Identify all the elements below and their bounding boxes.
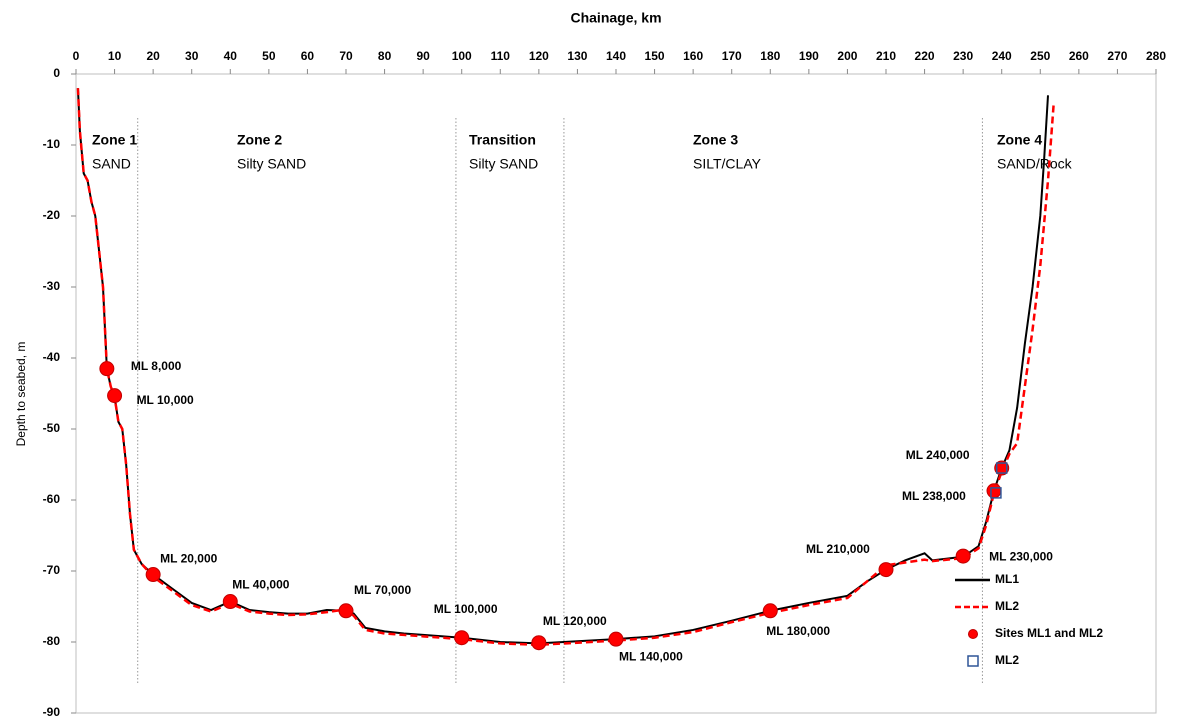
site-label: ML 140,000 (619, 649, 683, 663)
zone-material: SAND/Rock (997, 156, 1073, 172)
x-tick-label: 100 (452, 49, 472, 63)
x-tick-label: 160 (683, 49, 703, 63)
y-tick-label: -70 (43, 563, 61, 577)
x-tick-label: 140 (606, 49, 626, 63)
zone-material: SILT/CLAY (693, 156, 762, 172)
site-marker (338, 603, 354, 619)
zone-name: Zone 3 (693, 132, 738, 148)
site-marker (878, 562, 894, 578)
site-marker (531, 635, 547, 651)
x-tick-label: 110 (491, 49, 511, 63)
site-marker (608, 631, 624, 647)
x-tick-label: 40 (224, 49, 238, 63)
x-tick-label: 80 (378, 49, 392, 63)
y-tick-label: -90 (43, 705, 61, 718)
y-tick-label: 0 (53, 66, 60, 80)
x-tick-label: 280 (1146, 49, 1166, 63)
site-label: ML 120,000 (543, 614, 607, 628)
x-axis-title: Chainage, km (570, 10, 661, 26)
y-tick-label: -40 (43, 350, 61, 364)
site-label: ML 100,000 (434, 602, 498, 616)
site-marker (986, 483, 1002, 499)
x-tick-label: 170 (722, 49, 742, 63)
series-line (76, 88, 1049, 645)
x-tick-label: 180 (760, 49, 780, 63)
x-tick-label: 200 (837, 49, 857, 63)
site-label: ML 20,000 (160, 552, 217, 566)
zone-name: Transition (469, 132, 536, 148)
x-tick-label: 70 (339, 49, 353, 63)
site-marker (994, 460, 1010, 476)
x-tick-label: 130 (567, 49, 587, 63)
y-tick-label: -50 (43, 421, 61, 435)
site-label: ML 10,000 (137, 393, 194, 407)
legend-label: ML2 (995, 653, 1019, 667)
zone-name: Zone 4 (997, 132, 1042, 148)
x-tick-label: 30 (185, 49, 199, 63)
zone-material: Silty SAND (469, 156, 538, 172)
x-tick-label: 90 (416, 49, 430, 63)
y-tick-label: -60 (43, 492, 61, 506)
legend-swatch (968, 629, 978, 639)
site-label: ML 240,000 (906, 448, 970, 462)
zone-material: SAND (92, 156, 131, 172)
zone-name: Zone 1 (92, 132, 137, 148)
legend-label: ML2 (995, 599, 1019, 613)
x-tick-label: 220 (915, 49, 935, 63)
y-tick-label: -20 (43, 208, 61, 222)
y-tick-label: -30 (43, 279, 61, 293)
site-marker (222, 594, 238, 610)
x-tick-label: 240 (992, 49, 1012, 63)
site-marker (762, 603, 778, 619)
site-label: ML 180,000 (766, 624, 830, 638)
site-label: ML 8,000 (131, 359, 182, 373)
x-tick-label: 60 (301, 49, 315, 63)
ml2-marker (995, 462, 1008, 474)
zone-name: Zone 2 (237, 132, 282, 148)
x-tick-label: 50 (262, 49, 276, 63)
x-tick-label: 230 (953, 49, 973, 63)
site-marker (99, 361, 115, 377)
site-label: ML 210,000 (806, 542, 870, 556)
site-marker (955, 548, 971, 564)
zone-material: Silty SAND (237, 156, 306, 172)
x-tick-label: 190 (799, 49, 819, 63)
legend-label: Sites ML1 and ML2 (995, 626, 1103, 640)
x-tick-label: 0 (73, 49, 80, 63)
x-tick-label: 120 (529, 49, 549, 63)
y-tick-label: -10 (43, 137, 61, 151)
x-tick-label: 150 (645, 49, 665, 63)
series-line (76, 88, 1056, 647)
x-tick-label: 210 (876, 49, 896, 63)
site-label: ML 40,000 (232, 578, 289, 592)
x-tick-label: 270 (1107, 49, 1127, 63)
x-tick-label: 20 (146, 49, 160, 63)
site-marker (107, 388, 123, 404)
legend-label: ML1 (995, 572, 1019, 586)
legend-swatch (967, 655, 979, 667)
site-marker (454, 630, 470, 646)
site-label: ML 230,000 (989, 549, 1053, 563)
ml2-marker (990, 487, 1002, 499)
site-label: ML 70,000 (354, 583, 411, 597)
site-label: ML 238,000 (902, 489, 966, 503)
site-marker (145, 567, 161, 583)
x-tick-label: 250 (1030, 49, 1050, 63)
y-tick-label: -80 (43, 634, 61, 648)
x-tick-label: 260 (1069, 49, 1089, 63)
y-axis-title: Depth to seabed, m (14, 342, 28, 447)
x-tick-label: 10 (108, 49, 122, 63)
